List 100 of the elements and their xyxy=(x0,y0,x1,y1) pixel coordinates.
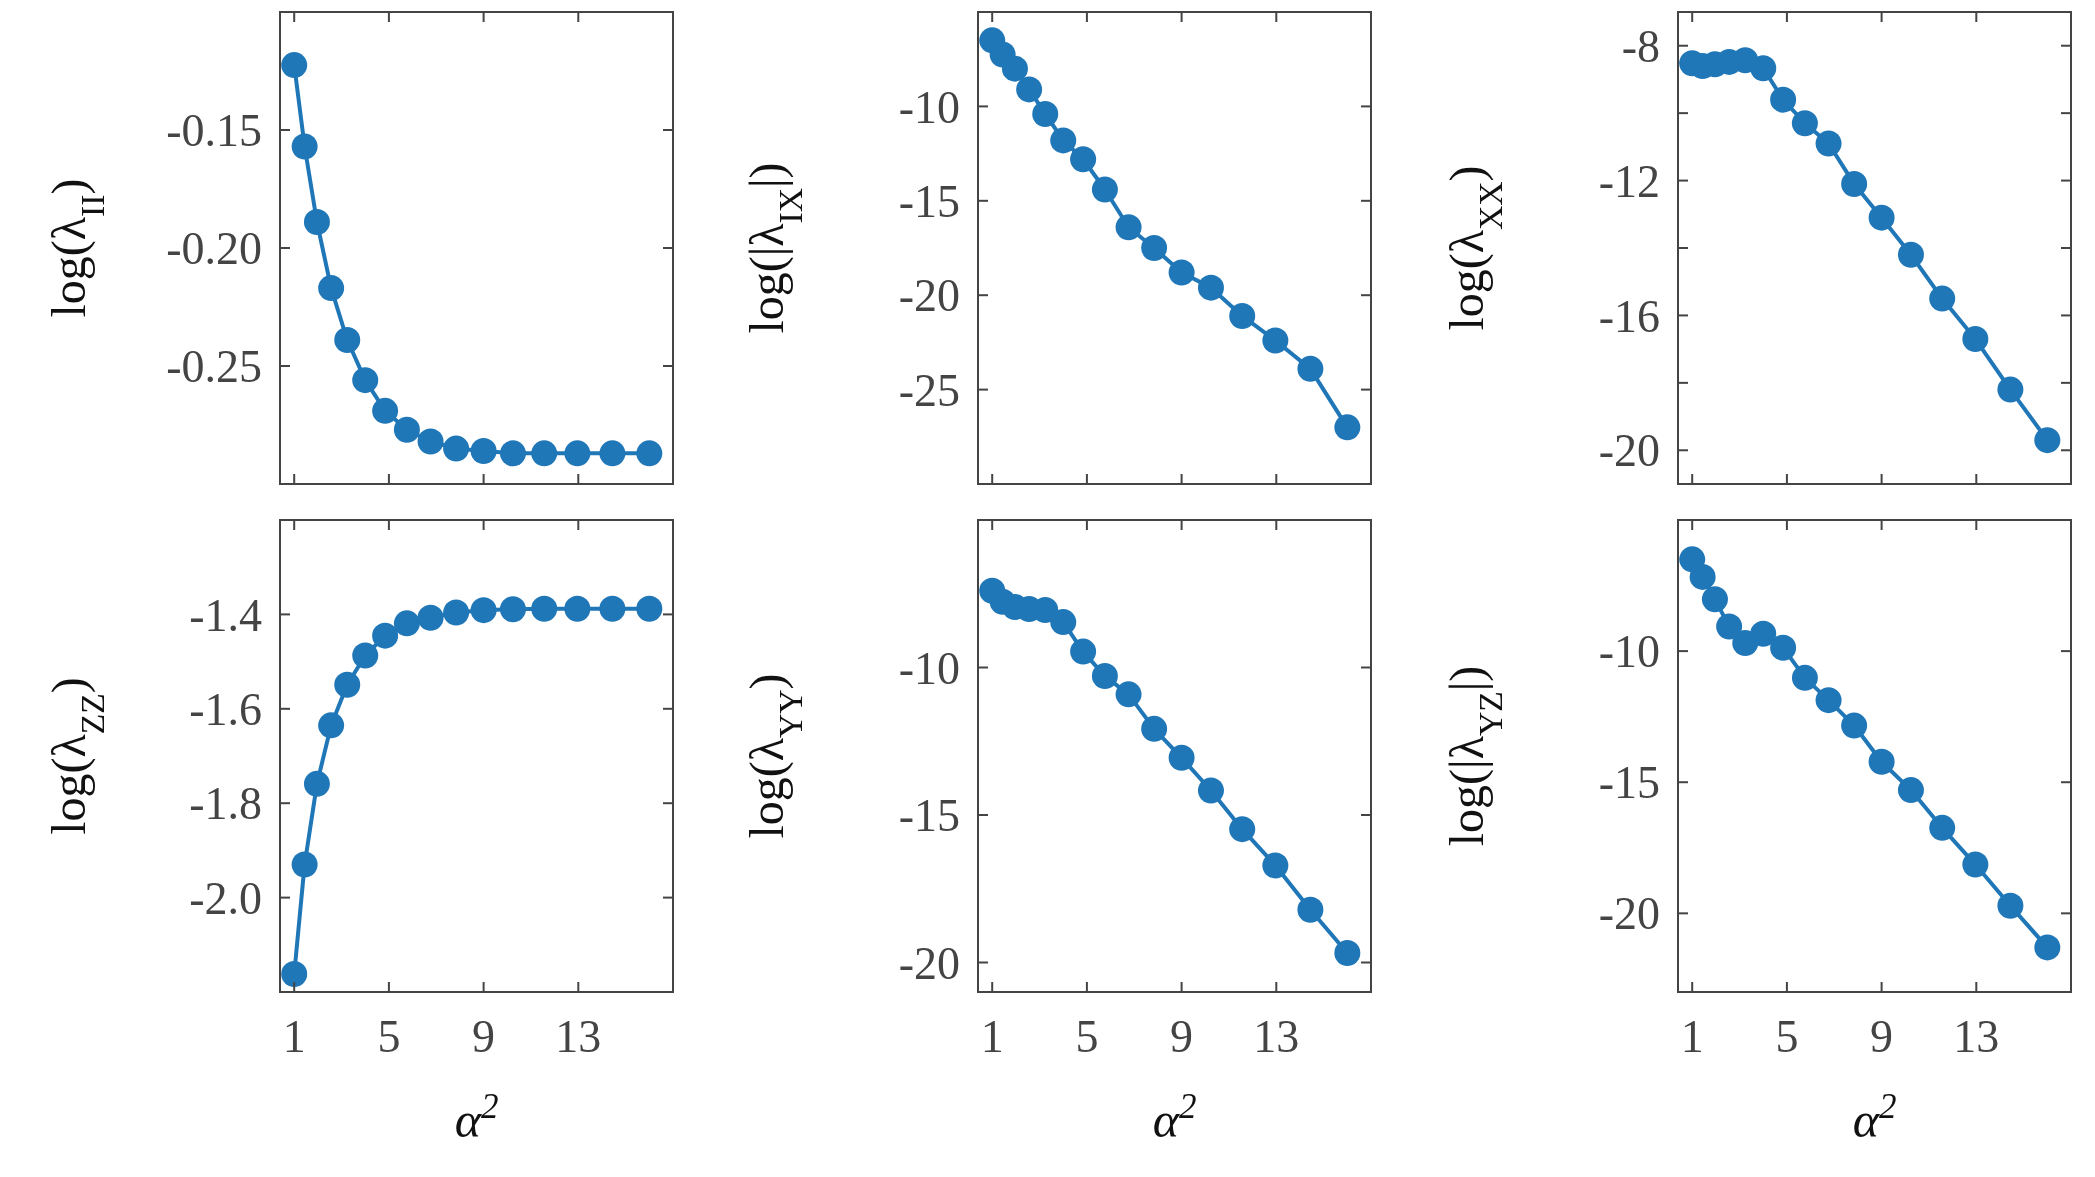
point xyxy=(1262,327,1289,354)
x-tick-label: 1 xyxy=(282,1011,306,1062)
point xyxy=(1897,777,1924,804)
point xyxy=(1689,563,1716,590)
point xyxy=(1334,940,1361,967)
point xyxy=(1050,609,1077,636)
point xyxy=(303,770,330,797)
point xyxy=(1141,715,1168,742)
point xyxy=(636,595,663,622)
point xyxy=(1897,241,1924,268)
point xyxy=(1091,176,1118,203)
point xyxy=(1868,204,1895,231)
x-tick-label: 13 xyxy=(555,1011,602,1062)
point xyxy=(303,209,330,236)
point xyxy=(1197,777,1224,804)
point xyxy=(636,440,663,467)
point xyxy=(470,597,497,624)
x-tick-label: 5 xyxy=(1075,1011,1099,1062)
point xyxy=(499,440,526,467)
point xyxy=(1841,712,1868,739)
point xyxy=(1815,687,1842,714)
x-axis-title: α$^{2}$ xyxy=(1152,1086,1197,1148)
point xyxy=(352,367,379,394)
y-tick-label: -10 xyxy=(898,642,960,694)
point xyxy=(281,52,308,79)
point xyxy=(531,440,558,467)
point xyxy=(1229,816,1256,843)
y-tick-label: -2.0 xyxy=(189,872,262,924)
y-tick-label: -12 xyxy=(1598,155,1660,207)
point xyxy=(1868,748,1895,775)
x-tick-label: 9 xyxy=(1170,1011,1194,1062)
point xyxy=(1962,851,1989,878)
point xyxy=(1168,259,1195,286)
y-tick-label: -15 xyxy=(898,790,960,842)
point xyxy=(1815,130,1842,157)
point xyxy=(1168,744,1195,771)
x-tick-label: 1 xyxy=(980,1011,1004,1062)
point xyxy=(1997,892,2024,919)
y-tick-label: -10 xyxy=(898,81,960,133)
point xyxy=(531,595,558,622)
y-tick-label: -16 xyxy=(1598,290,1660,342)
point xyxy=(318,712,345,739)
point xyxy=(470,437,497,464)
point xyxy=(372,622,399,649)
y-tick-label: -8 xyxy=(1621,20,1660,72)
point xyxy=(1929,285,1956,312)
point xyxy=(318,275,345,302)
y-tick-label: -15 xyxy=(1598,757,1660,809)
point xyxy=(599,595,626,622)
y-tick-label: -15 xyxy=(898,175,960,227)
point xyxy=(2034,934,2061,961)
point xyxy=(1997,376,2024,403)
point xyxy=(1141,235,1168,261)
point xyxy=(1070,146,1097,173)
x-tick-label: 9 xyxy=(1870,1011,1894,1062)
point xyxy=(1791,664,1818,691)
point xyxy=(2034,427,2061,454)
y-tick-label: -1.4 xyxy=(189,589,262,641)
point xyxy=(1229,302,1256,329)
y-tick-label: -0.15 xyxy=(166,105,262,157)
y-tick-label: -25 xyxy=(898,364,960,416)
y-tick-label: -0.25 xyxy=(166,341,262,393)
point xyxy=(1770,634,1797,661)
point xyxy=(1841,170,1868,197)
point xyxy=(1091,663,1118,690)
point xyxy=(1750,55,1777,82)
x-axis-title: α$^{2}$ xyxy=(454,1086,499,1148)
point xyxy=(1929,814,1956,841)
point xyxy=(1334,414,1361,441)
y-tick-label: -20 xyxy=(1598,888,1660,940)
point xyxy=(281,961,308,988)
point xyxy=(1701,586,1728,613)
point xyxy=(1716,613,1743,640)
x-tick-label: 9 xyxy=(472,1011,496,1062)
point xyxy=(1297,355,1324,382)
point xyxy=(417,604,444,631)
x-tick-label: 13 xyxy=(1953,1011,2000,1062)
point xyxy=(564,595,591,622)
y-tick-label: -20 xyxy=(898,937,960,989)
point xyxy=(1770,86,1797,113)
point xyxy=(1016,76,1043,103)
point xyxy=(1197,274,1224,301)
point xyxy=(1115,214,1142,241)
y-tick-label: -1.6 xyxy=(189,683,262,735)
y-tick-label: -10 xyxy=(1598,626,1660,678)
x-tick-label: 1 xyxy=(1680,1011,1704,1062)
point xyxy=(372,397,399,424)
point xyxy=(1050,127,1077,154)
point xyxy=(334,671,361,698)
x-tick-label: 13 xyxy=(1253,1011,1300,1062)
point xyxy=(564,440,591,467)
point xyxy=(443,435,470,462)
point xyxy=(1001,55,1028,82)
point xyxy=(1297,896,1324,923)
point xyxy=(352,642,379,669)
point xyxy=(393,610,420,637)
point xyxy=(393,416,420,443)
point xyxy=(1962,326,1989,353)
y-tick-label: -0.20 xyxy=(166,223,262,275)
point xyxy=(291,851,318,878)
